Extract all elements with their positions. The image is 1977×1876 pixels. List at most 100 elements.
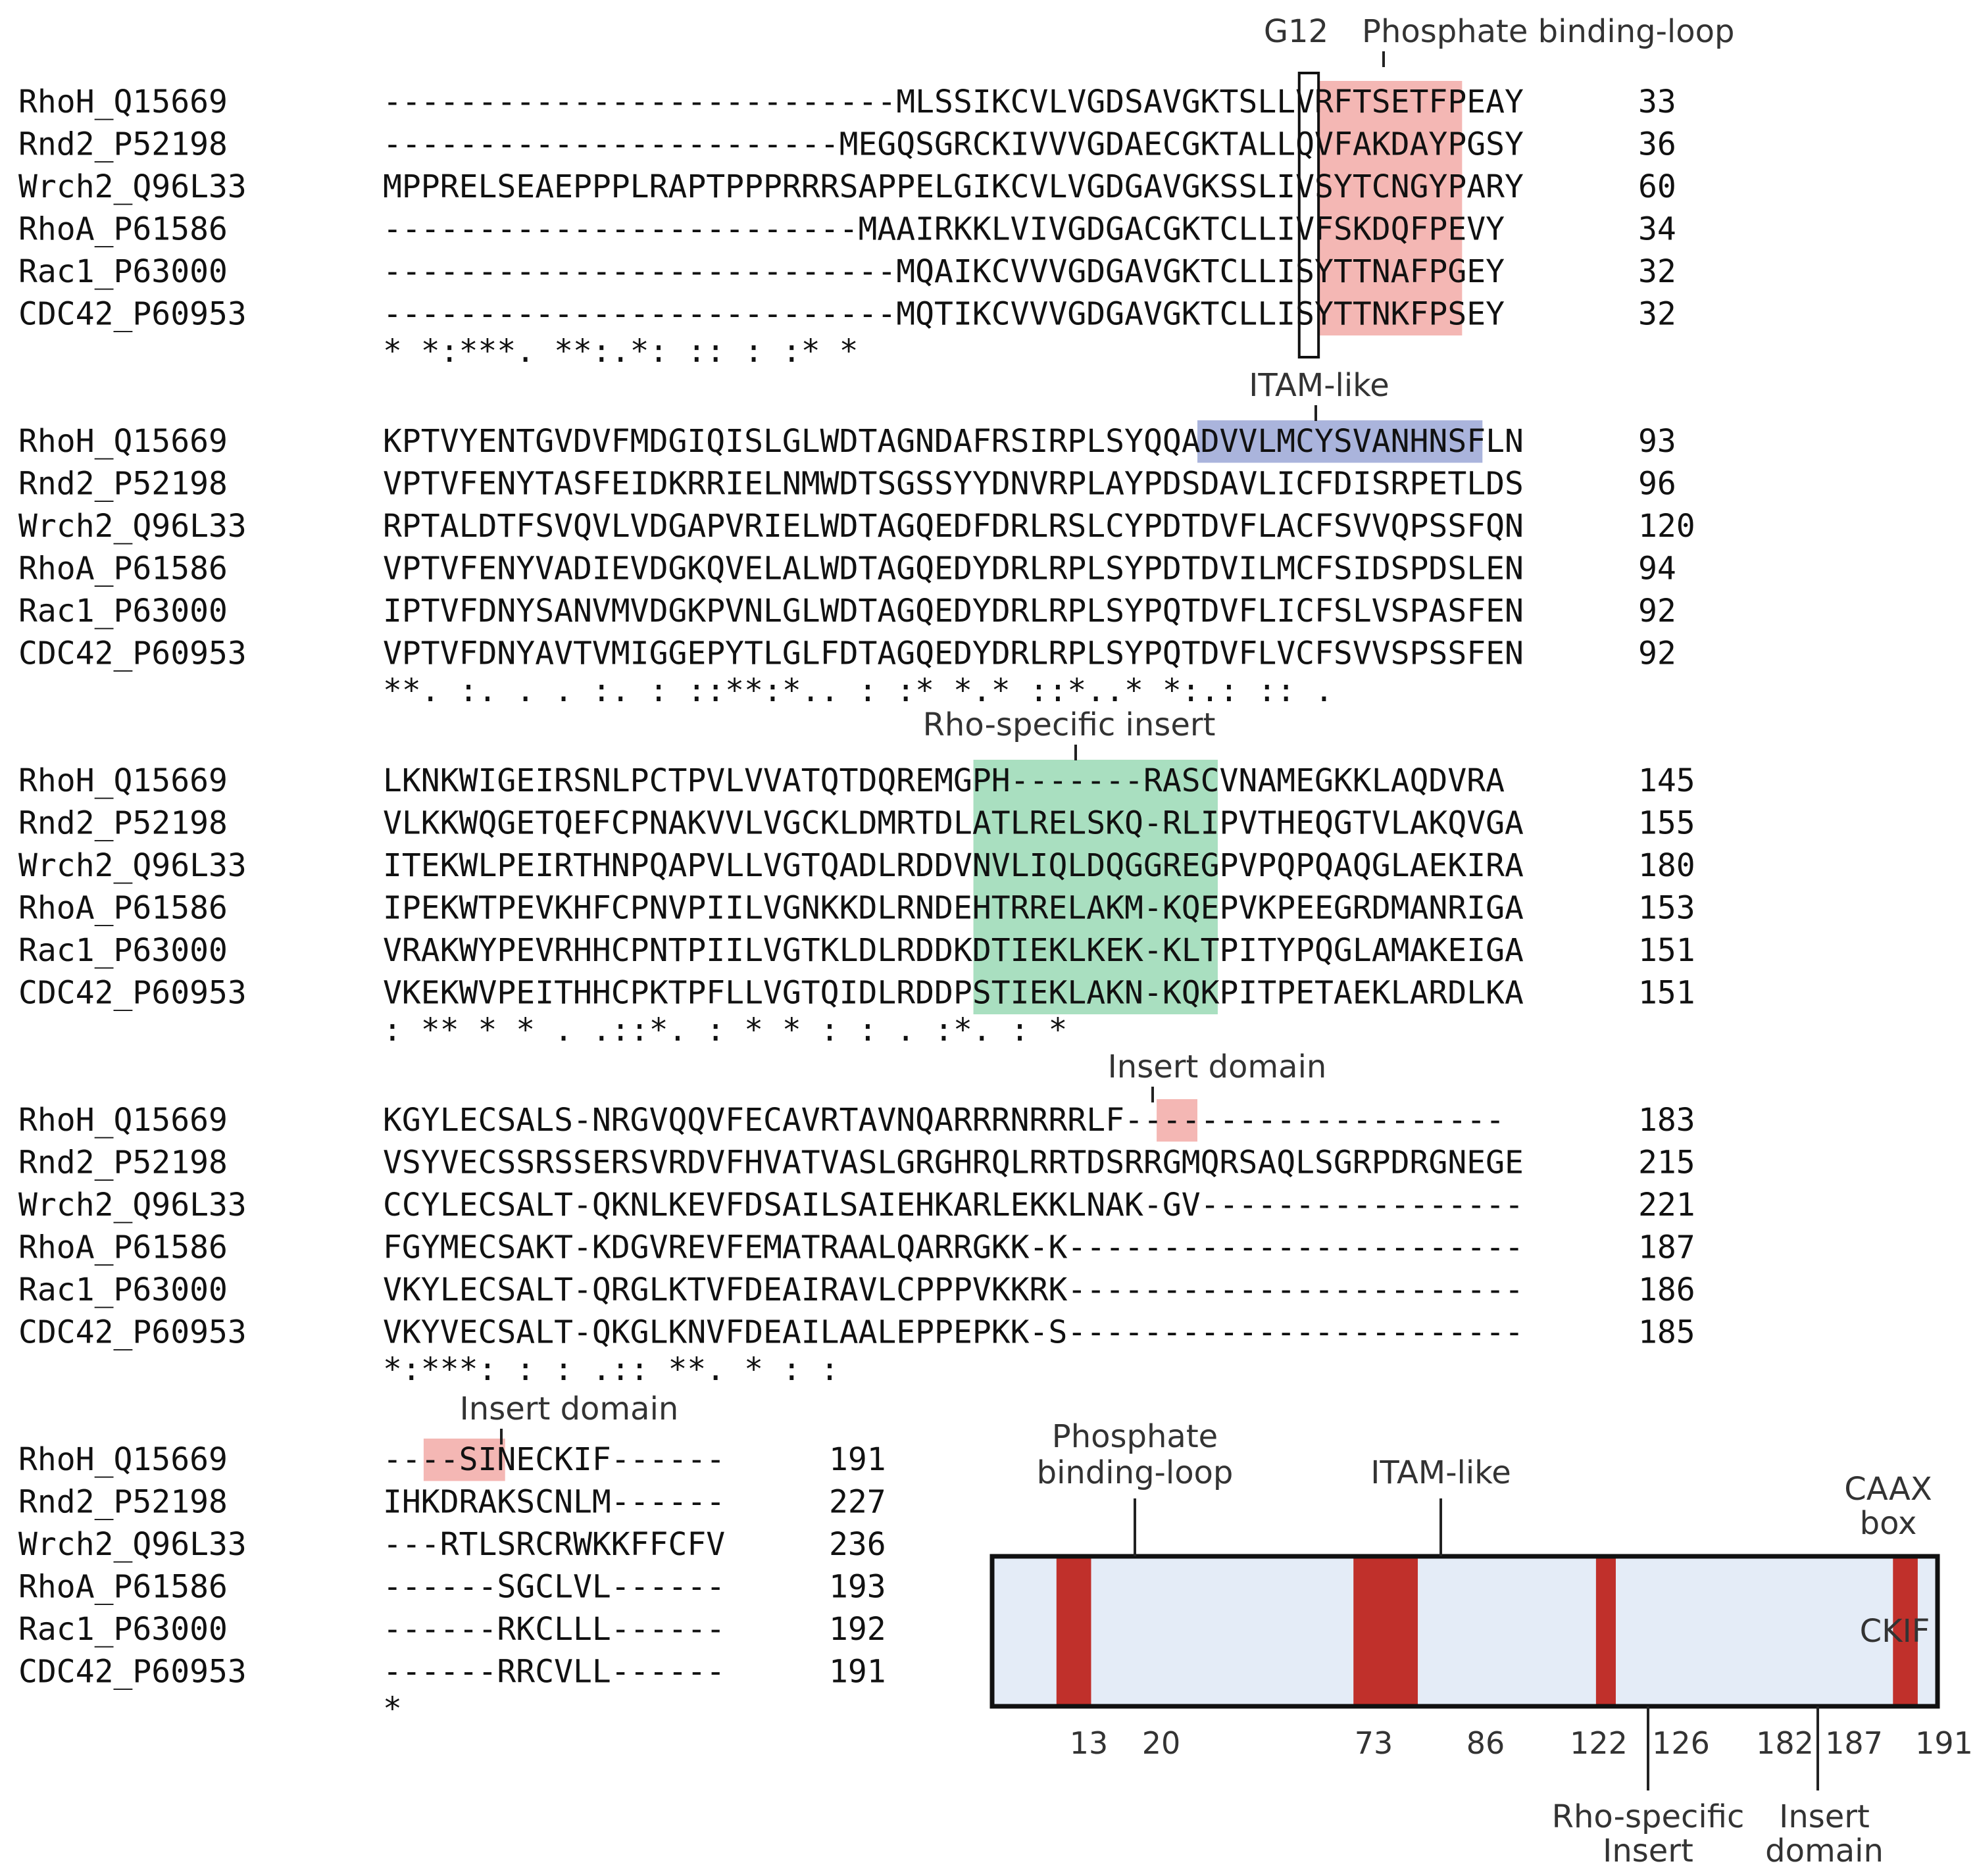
caax-box-label: box	[1860, 1505, 1917, 1542]
residue-count: 36	[1638, 126, 1676, 163]
domain-label-above: ITAM-like	[1370, 1454, 1511, 1491]
sequence-name: RhoA_P61586	[18, 1569, 228, 1606]
sequence-residues: VKEKWVPEITHHCPKTPFLLVGTQIDLRDDPSTIEKLAKN…	[383, 975, 1524, 1012]
position-tick-label: 73	[1355, 1725, 1393, 1761]
residue-count: 193	[829, 1569, 886, 1606]
sequence-name: CDC42_P60953	[18, 975, 247, 1012]
g12-outline-box	[1297, 72, 1320, 358]
sequence-residues: ------SGCLVL------	[383, 1569, 725, 1606]
conservation-line: **. :. . . :. : ::**:*.. : :* *.* ::*..*…	[383, 672, 1334, 709]
position-tick-label: 13	[1070, 1725, 1109, 1761]
sequence-residues: KGYLECSALS-NRGVQQVFECAVRTAVNQARRRNRRRLF-…	[383, 1102, 1505, 1139]
sequence-name: CDC42_P60953	[18, 1654, 247, 1691]
sequence-residues: ITEKWLPEIRTHNPQAPVLLVGTQADLRDDVNVLIQLDQG…	[383, 847, 1524, 884]
alignment-block: RhoH_Q15669 LKNKWIGEIRSNLPCTPVLVVATQTDQRE…	[18, 762, 1695, 1049]
sequence-name: Wrch2_Q96L33	[18, 1526, 247, 1563]
residue-count: 191	[829, 1441, 886, 1478]
region-highlight	[1157, 1099, 1197, 1142]
sequence-name: RhoH_Q15669	[18, 84, 228, 120]
sequence-residues: VSYVECSSRSSERSVRDVFHVATVASLGRGHRQLRRTDSR…	[383, 1145, 1524, 1181]
domain-segment	[1056, 1556, 1091, 1706]
sequence-name: Rnd2_P52198	[18, 466, 228, 503]
sequence-residues: LKNKWIGEIRSNLPCTPVLVVATQTDQREMGPH-------…	[383, 762, 1505, 799]
sequence-name: Rnd2_P52198	[18, 126, 228, 163]
alignment-block: RhoH_Q15669 ----SINECKIF------ 191 Rnd2_P52…	[18, 1441, 886, 1727]
sequence-residues: ---RTLSRCRWKKFFCFV	[383, 1526, 725, 1563]
sequence-residues: IHKDRAKSCNLM------	[383, 1484, 725, 1521]
alignment-block: RhoH_Q15669 KGYLECSALS-NRGVQQVFECAVRTAVNQ…	[18, 1102, 1695, 1388]
protein-bar-outline	[989, 1554, 1940, 1709]
sequence-name: Rnd2_P52198	[18, 1145, 228, 1181]
residue-count: 183	[1638, 1102, 1695, 1139]
domain-map: CKIF 13 20 73 86 122 126 182 187 191 Phosphatebind…	[989, 1418, 1973, 1869]
position-tick-label: 20	[1142, 1725, 1181, 1761]
residue-count: 185	[1638, 1314, 1695, 1351]
residue-count: 151	[1638, 975, 1695, 1012]
sequence-residues: VPTVFENYTASFEIDKRRIELNMWDTSGSSYYDNVRPLAY…	[383, 466, 1524, 503]
sequence-residues: IPEKWTPEVKHFCPNVPIILVGNKKDLRNDEHTRRELAKM…	[383, 890, 1524, 927]
sequence-name: RhoA_P61586	[18, 211, 228, 248]
residue-count: 92	[1638, 593, 1676, 629]
alignment-block: RhoH_Q15669 ---------------------------ML…	[18, 84, 1676, 370]
sequence-residues: ----SINECKIF------	[383, 1441, 725, 1478]
residue-count: 145	[1638, 762, 1695, 799]
position-tick-label: 126	[1652, 1725, 1710, 1761]
domain-segment	[1893, 1556, 1918, 1706]
sequence-name: CDC42_P60953	[18, 1314, 247, 1351]
caax-box-label: CAAX	[1844, 1471, 1932, 1508]
residue-count: 191	[829, 1654, 886, 1691]
conservation-line: *:***: : : .:: **. * : :	[383, 1351, 839, 1388]
sequence-residues: VKYLECSALT-QRGLKTVFDEAIRAVLCPPPVKKRK----…	[383, 1271, 1524, 1308]
sequence-name: Wrch2_Q96L33	[18, 168, 247, 205]
sequence-name: Rac1_P63000	[18, 932, 228, 969]
residue-count: 94	[1638, 551, 1676, 587]
protein-bar-background	[992, 1556, 1938, 1706]
region-highlight	[1197, 420, 1483, 463]
sequence-residues: KPTVYENTGVDVFMDGIQISLGLWDTAGNDAFRSIRPLSY…	[383, 423, 1524, 460]
residue-count: 155	[1638, 805, 1695, 842]
region-label: G12	[1264, 13, 1328, 50]
sequence-name: CDC42_P60953	[18, 635, 247, 672]
sequence-residues: ---------------------------MLSSIKCVLVGDS…	[383, 84, 1524, 120]
conservation-line: *	[383, 1691, 402, 1727]
domain-label-above: Phosphate	[1052, 1418, 1218, 1455]
position-tick-label: 86	[1466, 1725, 1505, 1761]
sequence-residues: ------RRCVLL------	[383, 1654, 725, 1691]
residue-count: 192	[829, 1611, 886, 1648]
domain-label-above: binding-loop	[1037, 1454, 1234, 1491]
sequence-name: RhoH_Q15669	[18, 423, 228, 460]
position-tick-label: 191	[1915, 1725, 1973, 1761]
sequence-name: RhoA_P61586	[18, 1229, 228, 1266]
sequence-name: Rac1_P63000	[18, 593, 228, 629]
region-label: Insert domain	[460, 1391, 679, 1427]
region-label: Phosphate binding-loop	[1362, 13, 1734, 50]
position-tick-label: 182	[1756, 1725, 1814, 1761]
residue-count: 215	[1638, 1145, 1695, 1181]
residue-count: 151	[1638, 932, 1695, 969]
sequence-residues: ---------------------------MQTIKCVVVGDGA…	[383, 296, 1505, 333]
sequence-name: Rac1_P63000	[18, 253, 228, 290]
alignment-block: RhoH_Q15669 KPTVYENTGVDVFMDGIQISLGLWDTAGN…	[18, 423, 1695, 709]
sequence-residues: IPTVFDNYSANVMVDGKPVNLGLWDTAGQEDYDRLRPLSY…	[383, 593, 1524, 629]
caax-motif-label: CKIF	[1860, 1613, 1930, 1650]
sequence-name: RhoA_P61586	[18, 890, 228, 927]
sequence-residues: CCYLECSALT-QKNLKEVFDSAILSAIEHKARLEKKLNAK…	[383, 1187, 1524, 1223]
sequence-residues: VPTVFENYVADIEVDGKQVELALWDTAGQEDYDRLRPLSY…	[383, 551, 1524, 587]
sequence-name: Rnd2_P52198	[18, 805, 228, 842]
alignment-annotations: G12 Phosphate binding-loop ITAM-like Rho-sp…	[460, 13, 1734, 1444]
conservation-line: * *:***. **:.*: :: : :* *	[383, 333, 858, 370]
sequence-residues: ---------------------------MQAIKCVVVGDGA…	[383, 253, 1505, 290]
residue-count: 33	[1638, 84, 1676, 120]
sequence-residues: VKYVECSALT-QKGLKNVFDEAILAALEPPEPKK-S----…	[383, 1314, 1524, 1351]
sequence-residues: FGYMECSAKT-KDGVREVFEMATRAALQARRGKK-K----…	[383, 1229, 1524, 1266]
residue-count: 96	[1638, 466, 1676, 503]
highlight-layer	[423, 81, 1483, 1481]
position-tick-label: 122	[1570, 1725, 1628, 1761]
region-label: Insert domain	[1108, 1049, 1327, 1085]
residue-count: 32	[1638, 296, 1676, 333]
residue-count: 221	[1638, 1187, 1695, 1223]
sequence-name: CDC42_P60953	[18, 296, 247, 333]
residue-count: 187	[1638, 1229, 1695, 1266]
sequence-alignment: RhoH_Q15669 ---------------------------ML…	[18, 84, 1695, 1727]
sequence-residues: VLKKWQGETQEFCPNAKVVLVGCKLDMRTDLATLRELSKQ…	[383, 805, 1524, 842]
